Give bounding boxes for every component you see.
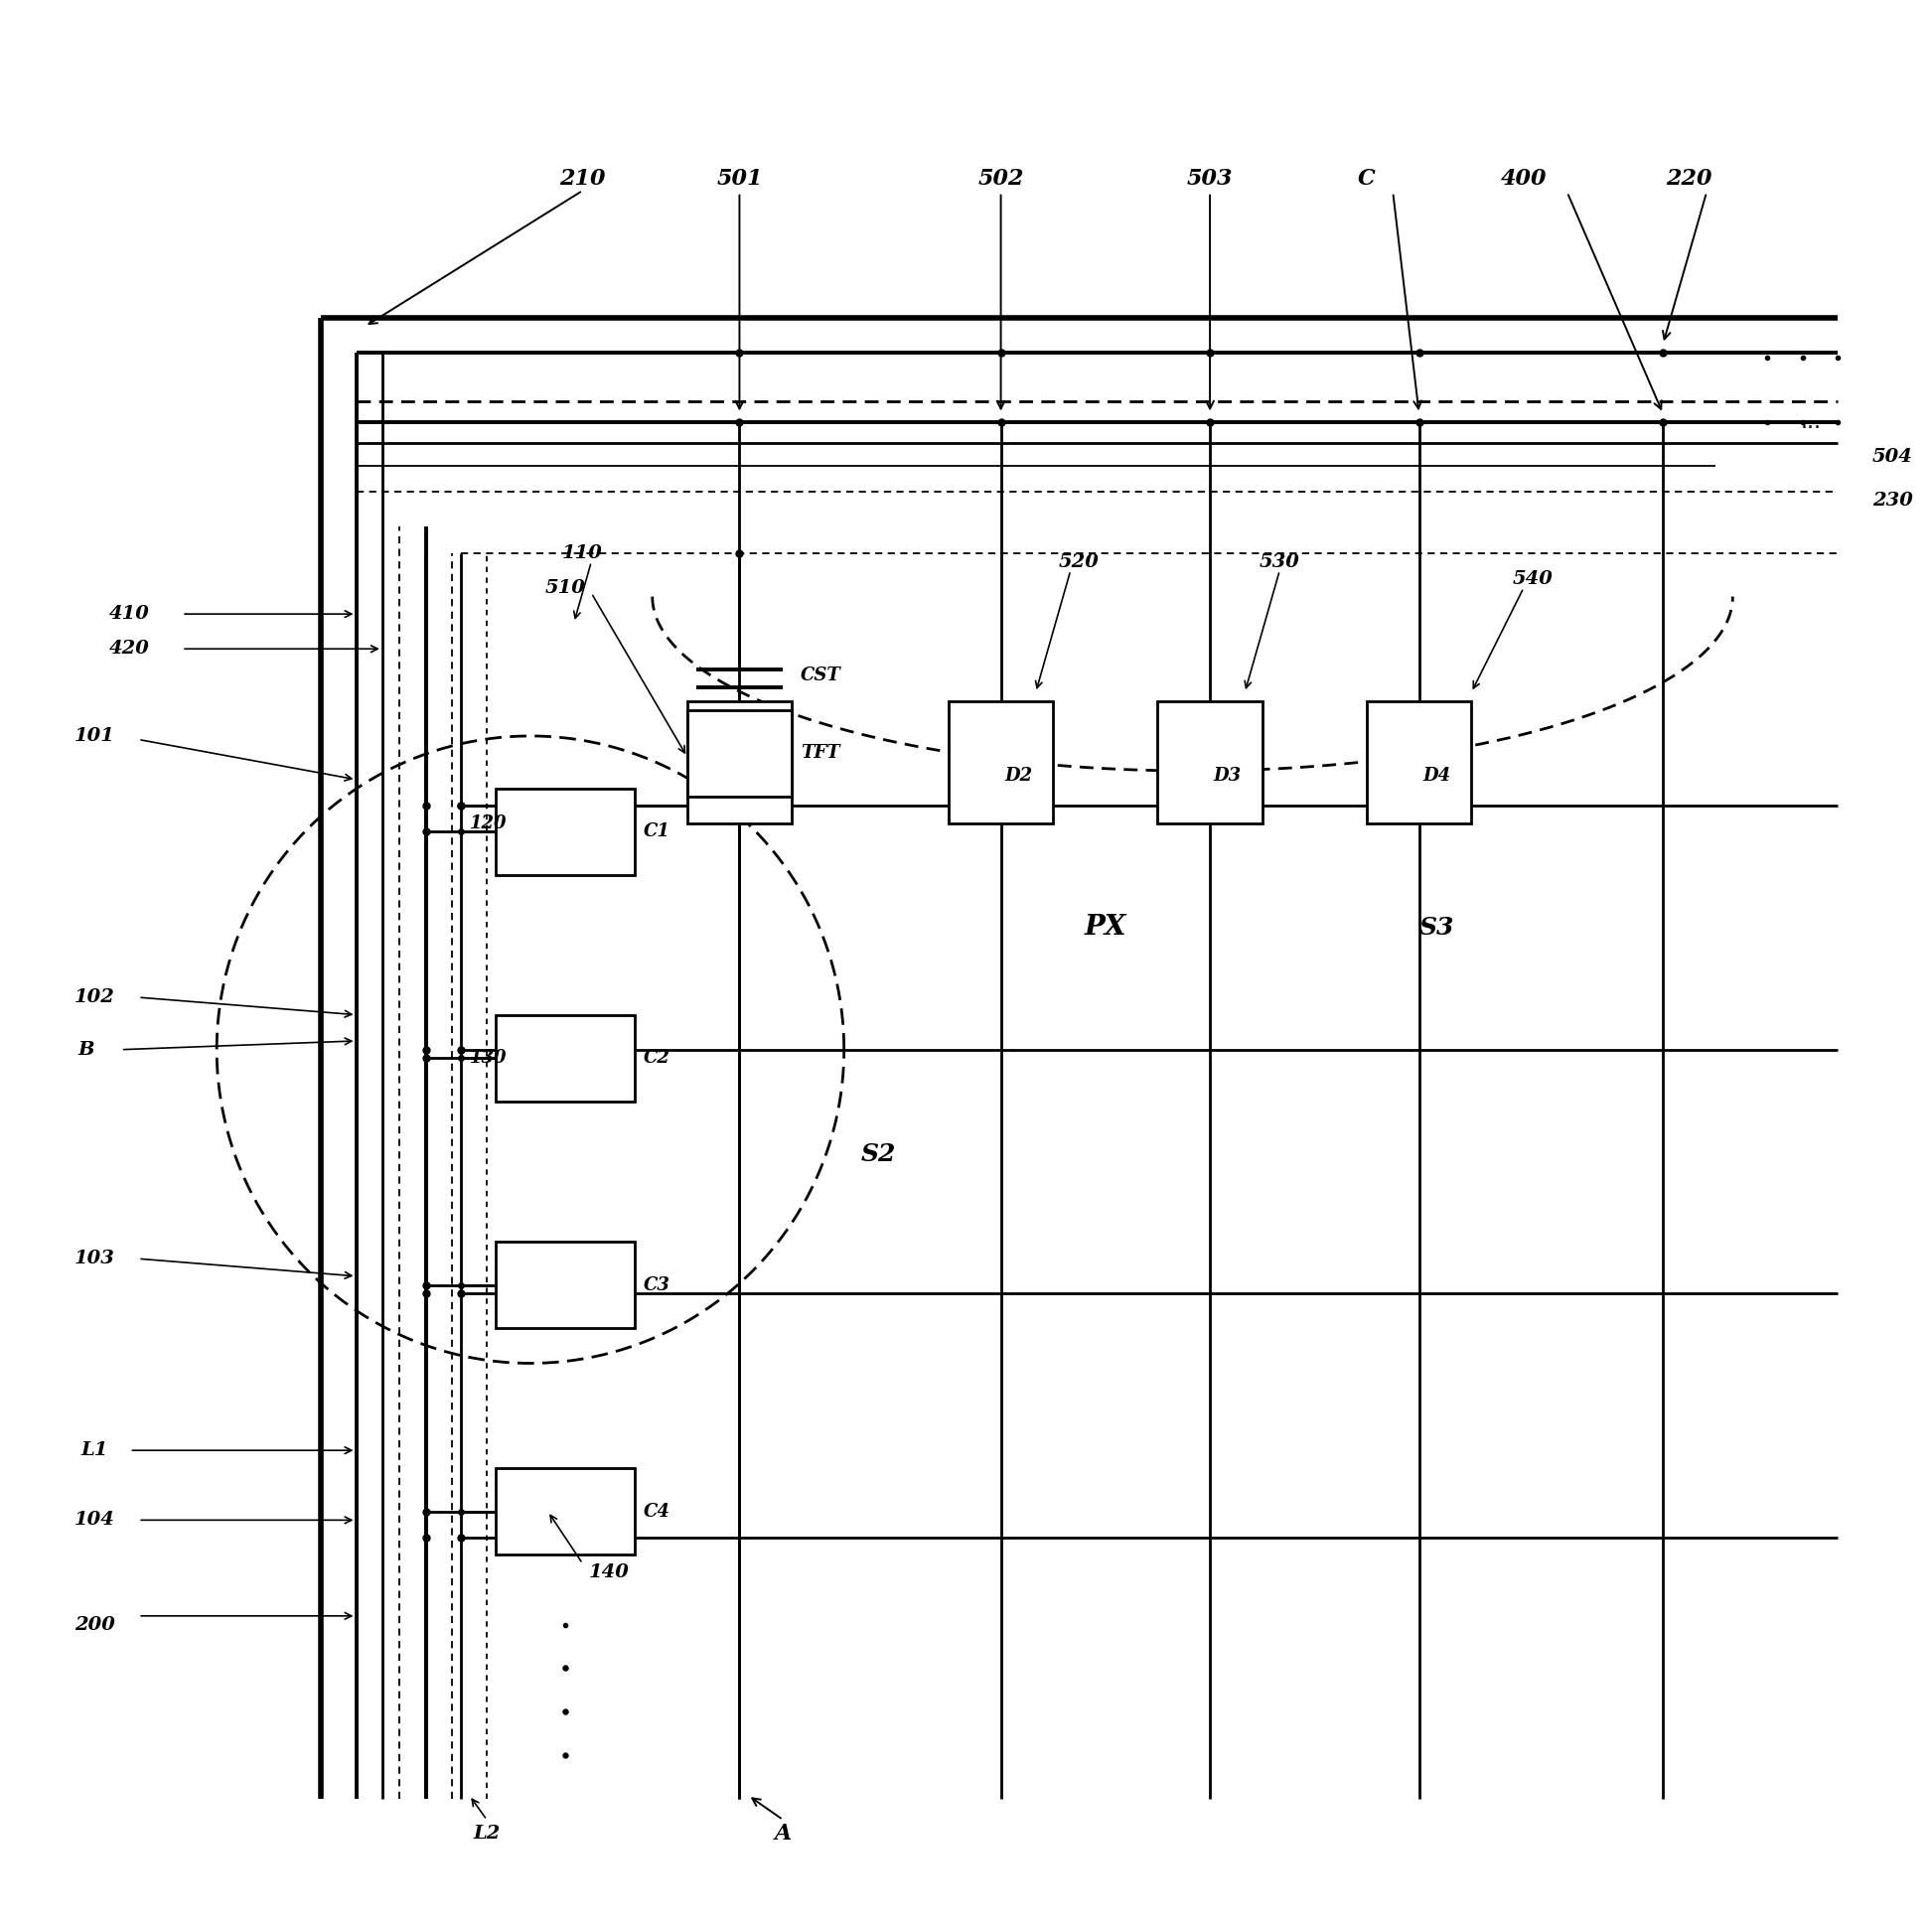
Bar [1366, 701, 1472, 824]
Text: 510: 510 [545, 579, 585, 597]
Bar [688, 701, 792, 824]
Text: L1: L1 [81, 1442, 108, 1459]
Text: 210: 210 [560, 167, 607, 189]
Text: S3: S3 [1418, 916, 1455, 939]
Text: 530: 530 [1260, 552, 1300, 570]
Text: C1: C1 [643, 822, 670, 841]
Text: 140: 140 [589, 1563, 630, 1580]
Text: B: B [77, 1041, 95, 1059]
Text: D3: D3 [1213, 768, 1242, 785]
Bar [495, 1242, 636, 1328]
Text: 101: 101 [75, 728, 116, 745]
Text: CST: CST [800, 666, 840, 683]
Text: C2: C2 [643, 1049, 670, 1066]
Text: 501: 501 [717, 167, 763, 189]
Text: 420: 420 [110, 639, 151, 658]
Text: 504: 504 [1872, 449, 1913, 466]
Text: 102: 102 [75, 988, 116, 1007]
Text: TFT: TFT [800, 745, 840, 762]
Bar [949, 701, 1053, 824]
Text: 520: 520 [1059, 552, 1099, 570]
Bar [1157, 701, 1262, 824]
Text: S2: S2 [862, 1142, 896, 1167]
Text: 104: 104 [75, 1511, 116, 1528]
Text: 130: 130 [469, 1049, 506, 1066]
Text: L2: L2 [473, 1825, 500, 1842]
Text: 103: 103 [75, 1249, 116, 1269]
Text: D1: D1 [744, 768, 771, 785]
Bar [495, 1469, 636, 1555]
Text: D2: D2 [1005, 768, 1032, 785]
Bar [688, 710, 792, 797]
Text: 200: 200 [75, 1615, 116, 1634]
Text: 220: 220 [1665, 167, 1712, 189]
Text: C4: C4 [643, 1502, 670, 1521]
Bar [495, 787, 636, 876]
Text: 120: 120 [469, 814, 506, 832]
Text: A: A [775, 1823, 792, 1844]
Text: 503: 503 [1186, 167, 1233, 189]
Text: 410: 410 [110, 604, 151, 624]
Text: PX: PX [1084, 914, 1126, 941]
Text: 540: 540 [1513, 570, 1553, 589]
Text: D4: D4 [1422, 768, 1451, 785]
Text: C3: C3 [643, 1276, 670, 1294]
Text: 502: 502 [978, 167, 1024, 189]
Text: 230: 230 [1872, 491, 1913, 510]
Bar [495, 1014, 636, 1101]
Text: 110: 110 [562, 545, 603, 562]
Text: 400: 400 [1501, 167, 1548, 189]
Text: C: C [1358, 167, 1376, 189]
Text: ...: ... [1801, 412, 1822, 433]
